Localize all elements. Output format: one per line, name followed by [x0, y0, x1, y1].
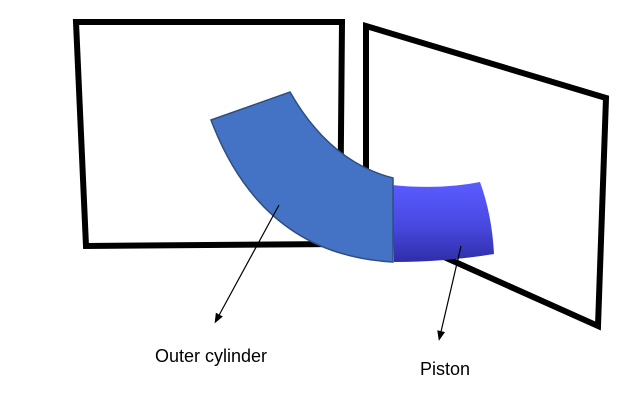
right-frame: [363, 21, 610, 331]
piston-arrow: [437, 245, 462, 341]
piston-shape: [392, 182, 494, 262]
outer-cylinder-label: Outer cylinder: [155, 346, 268, 366]
piston-label: Piston: [420, 359, 471, 379]
outer-cylinder-shape: [210, 91, 394, 263]
outer-cylinder-arrow: [214, 204, 280, 324]
